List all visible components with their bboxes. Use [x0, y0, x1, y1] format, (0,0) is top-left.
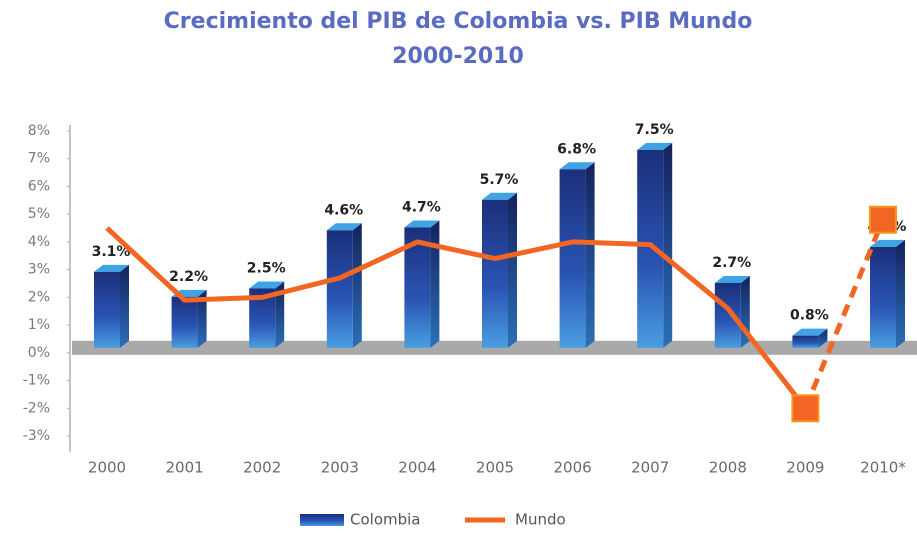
- x-tick-label: 2008: [709, 459, 747, 477]
- y-tick-label: 1%: [28, 317, 50, 333]
- bar-top: [94, 264, 129, 272]
- bar-top: [404, 220, 440, 228]
- bar-top: [326, 223, 362, 231]
- bar: [482, 199, 508, 348]
- data-label: 3.1%: [92, 244, 131, 260]
- bar-top: [637, 142, 673, 150]
- bar-top: [792, 328, 828, 336]
- line-marker: [869, 205, 897, 234]
- x-tick-label: 2009: [786, 459, 824, 477]
- x-tick-label: 2000: [88, 459, 126, 477]
- x-tick-label: 2004: [398, 459, 436, 477]
- bar-side: [197, 289, 207, 348]
- line-dashed: [803, 218, 886, 410]
- bar-side: [585, 162, 595, 348]
- y-tick-label: -3%: [23, 428, 50, 444]
- bar-top: [559, 162, 595, 170]
- x-tick-label: 2002: [243, 459, 281, 477]
- bar-side: [663, 142, 673, 348]
- y-tick-label: 2%: [28, 289, 50, 305]
- legend-label: Mundo: [515, 511, 566, 529]
- y-tick-label: -2%: [23, 400, 50, 416]
- x-tick-label: 2010*: [860, 459, 906, 477]
- y-tick-label: 7%: [28, 151, 50, 167]
- bar-side: [818, 328, 828, 348]
- y-tick-label: 6%: [28, 178, 50, 194]
- data-label: 0.8%: [790, 308, 829, 324]
- line: [105, 226, 808, 410]
- bar: [870, 246, 896, 348]
- legend-swatch: [300, 514, 344, 526]
- x-tick-label: 2005: [476, 459, 514, 477]
- data-label: 2.2%: [169, 269, 208, 285]
- data-label: 6.8%: [557, 141, 596, 157]
- bar-top: [482, 192, 517, 200]
- y-tick-label: 0%: [28, 345, 50, 361]
- bar: [792, 335, 819, 348]
- bar-side: [275, 281, 285, 348]
- y-tick-label: -1%: [23, 373, 50, 389]
- bar: [171, 296, 198, 348]
- bar-side: [430, 220, 440, 348]
- bar: [559, 169, 586, 348]
- bar-top: [249, 281, 285, 289]
- chart-subtitle: 2000-2010: [392, 44, 524, 69]
- data-label: 4.6%: [324, 202, 363, 218]
- bar-top: [714, 275, 750, 283]
- data-label: 2.7%: [712, 255, 751, 271]
- bar: [326, 230, 353, 348]
- chart-title: Crecimiento del PIB de Colombia vs. PIB …: [164, 9, 753, 34]
- x-tick-label: 2001: [166, 459, 204, 477]
- data-label: 4.7%: [402, 200, 441, 216]
- bar-side: [508, 192, 517, 348]
- y-tick-label: 4%: [28, 234, 50, 250]
- bar: [714, 282, 741, 348]
- bar: [94, 271, 120, 348]
- data-label: 5.7%: [480, 172, 519, 188]
- x-tick-label: 2006: [554, 459, 592, 477]
- data-label: 7.5%: [635, 122, 674, 138]
- bar-side: [896, 239, 905, 348]
- y-tick-label: 8%: [28, 123, 50, 139]
- bar-side: [352, 223, 362, 348]
- bar: [637, 149, 664, 348]
- line-marker: [791, 394, 820, 423]
- x-tick-label: 2003: [321, 459, 359, 477]
- y-tick-label: 5%: [28, 206, 50, 222]
- legend-label: Colombia: [350, 511, 421, 529]
- bar-top: [870, 239, 905, 247]
- bar-side: [120, 264, 129, 348]
- x-tick-label: 2007: [631, 459, 669, 477]
- data-label: 2.5%: [247, 261, 286, 277]
- y-tick-label: 3%: [28, 262, 50, 278]
